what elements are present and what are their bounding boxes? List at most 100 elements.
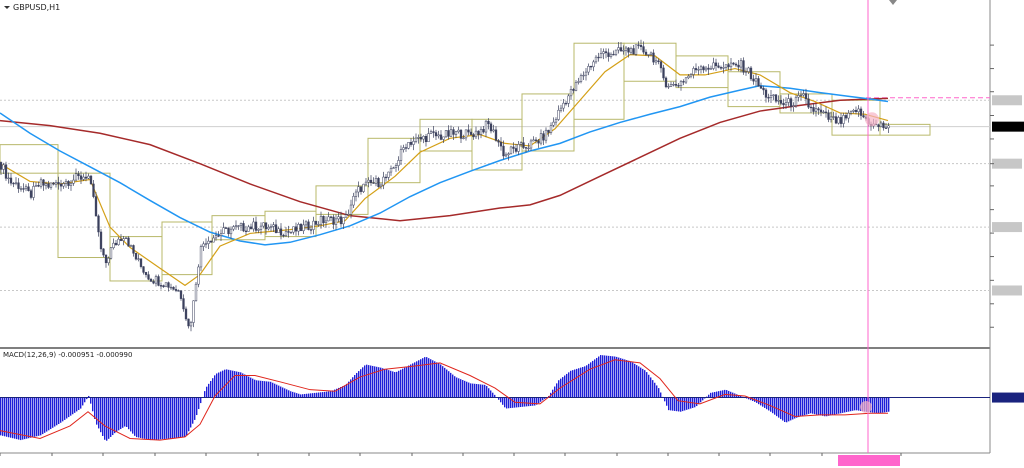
candle-body <box>4 164 8 179</box>
candle-body <box>0 162 3 170</box>
candle-body <box>227 227 230 235</box>
macd-bar <box>408 365 410 398</box>
range-box <box>879 123 931 136</box>
candle-body <box>367 179 370 183</box>
candle-body <box>79 175 83 180</box>
candle-body <box>842 115 845 124</box>
macd-bar <box>42 397 44 435</box>
range-boxes <box>0 42 931 282</box>
candle-body <box>744 71 748 73</box>
range-box <box>161 221 213 276</box>
macd-bar <box>828 397 830 416</box>
macd-bar <box>236 371 238 398</box>
candle-body <box>224 227 228 229</box>
candle-body <box>814 108 818 112</box>
macd-bar <box>190 397 192 428</box>
macd-bar <box>748 397 750 400</box>
symbol-menu-arrow-icon[interactable] <box>4 6 10 9</box>
candle-body <box>597 56 600 59</box>
macd-bar <box>250 377 252 398</box>
macd-bar <box>132 397 134 434</box>
candle-body <box>524 147 528 149</box>
macd-bar <box>192 397 194 424</box>
macd-bar <box>308 393 310 398</box>
candle-body <box>237 225 240 227</box>
candle-body <box>749 67 753 80</box>
candle-body <box>309 229 313 231</box>
candle-body <box>682 81 685 83</box>
candle-body <box>392 167 395 169</box>
macd-bar <box>666 397 668 406</box>
candle-body <box>339 216 343 225</box>
macd-bar <box>536 397 538 405</box>
macd-bar <box>120 397 122 430</box>
macd-bar <box>420 359 422 398</box>
candle-body <box>747 67 750 72</box>
price-axis[interactable] <box>990 44 1024 328</box>
chart-shift-marker[interactable] <box>889 0 897 5</box>
macd-bar <box>286 389 288 398</box>
candle-body <box>17 182 20 189</box>
macd-bar <box>438 363 440 398</box>
candle-body <box>639 45 643 47</box>
macd-bar <box>486 386 488 398</box>
candle-body <box>444 130 448 138</box>
macd-bar <box>422 358 424 398</box>
macd-bar <box>100 397 102 433</box>
macd-bar <box>656 385 658 398</box>
candle-body <box>687 75 690 79</box>
candle-body <box>24 186 28 190</box>
candle-body <box>509 146 513 155</box>
candle-body <box>619 47 623 52</box>
macd-bar <box>794 397 796 419</box>
candle-body <box>612 53 615 56</box>
candle-body <box>767 97 770 99</box>
macd-bar <box>788 397 790 422</box>
macd-bar <box>180 397 182 438</box>
macd-bar <box>618 357 620 398</box>
candle-body <box>752 78 755 82</box>
macd-bar <box>406 366 408 398</box>
candle-body <box>317 224 320 226</box>
macd-bar <box>818 397 820 415</box>
macd-bar <box>426 357 428 398</box>
candle-body <box>644 51 648 55</box>
macd-axis[interactable] <box>992 392 1024 403</box>
candle-body <box>832 116 835 118</box>
macd-bar <box>784 397 786 423</box>
macd-bar <box>770 397 772 412</box>
candle-body <box>162 285 165 288</box>
candle-body <box>654 60 658 63</box>
range-box <box>367 137 421 184</box>
candle-body <box>559 107 563 111</box>
candle-body <box>532 139 535 142</box>
macd-bar <box>376 366 378 398</box>
macd-bar <box>244 374 246 398</box>
macd-bar <box>652 380 654 398</box>
candle-body <box>129 245 133 247</box>
candle-body <box>397 160 400 166</box>
candle-body <box>762 87 765 91</box>
macd-bar <box>772 397 774 414</box>
macd-bar <box>186 397 188 436</box>
macd-bar <box>798 397 800 418</box>
candle-body <box>824 111 828 114</box>
macd-bar <box>416 361 418 398</box>
candle-body <box>114 242 118 246</box>
macd-bar <box>178 397 180 438</box>
time-axis[interactable] <box>0 453 902 466</box>
candle-body <box>572 89 575 91</box>
macd-bar <box>836 397 838 415</box>
macd-bar <box>600 355 602 398</box>
macd-bar <box>604 355 606 398</box>
macd-bar <box>500 397 502 403</box>
candle-body <box>562 102 565 109</box>
macd-bar <box>30 397 32 438</box>
candle-body <box>584 71 588 76</box>
macd-bar <box>232 370 234 398</box>
macd-bar <box>122 397 124 428</box>
candle-body <box>504 154 508 157</box>
macd-bar <box>434 361 436 398</box>
macd-bar <box>134 397 136 436</box>
